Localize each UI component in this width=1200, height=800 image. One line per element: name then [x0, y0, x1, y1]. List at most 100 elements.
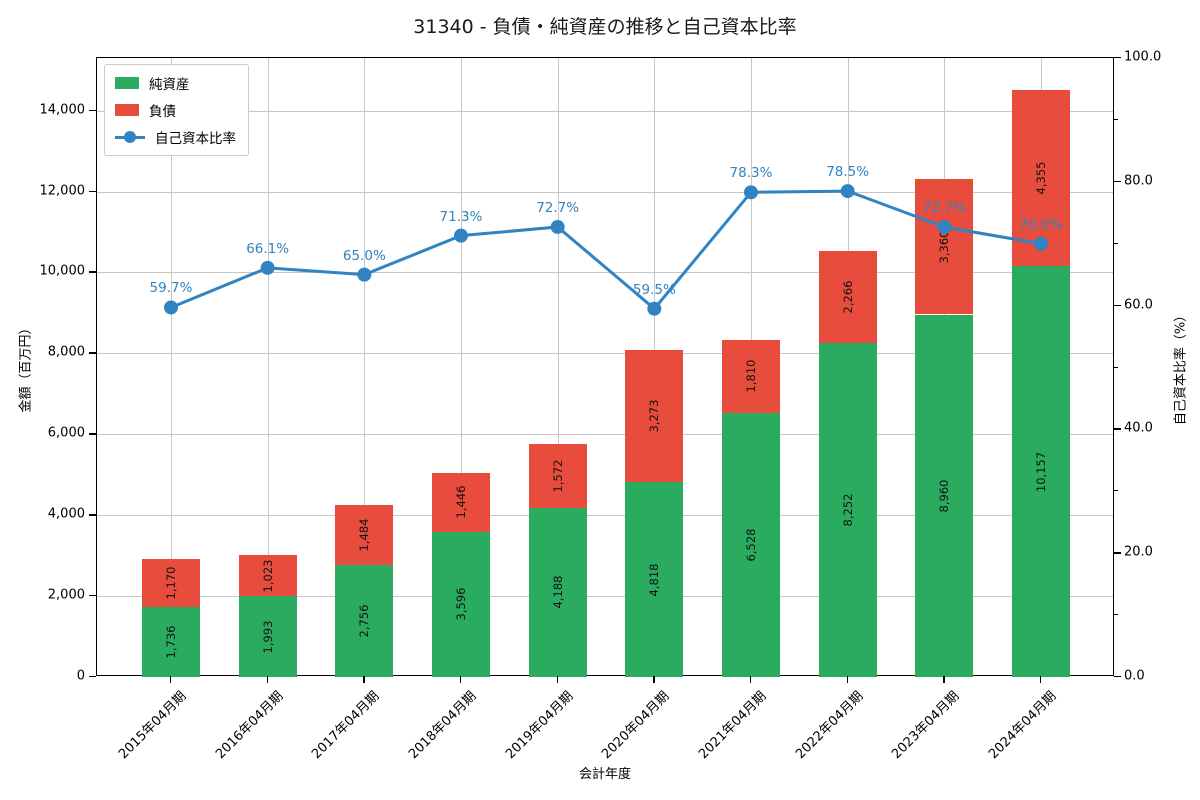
equity-ratio-marker	[454, 228, 468, 243]
equity-ratio-value-label: 65.0%	[342, 247, 386, 264]
plot-area: 1,736 1,170 1,993 1,023 2,756 1,484 3,596 1,446…	[96, 57, 1114, 677]
x-axis-label: 会計年度	[578, 767, 632, 782]
bar-segment-liabilities	[432, 473, 490, 532]
equity-ratio-line	[164, 184, 1048, 316]
h-gridline	[97, 191, 1113, 193]
equity-ratio-marker	[550, 219, 565, 234]
h-gridline	[97, 353, 1113, 355]
h-gridline	[97, 515, 1113, 517]
x-axis-tick-label: 2020年04月期	[599, 688, 673, 763]
x-axis-tick	[1040, 676, 1042, 683]
y-axis-label-right: 自己資本比率（%）	[1173, 308, 1189, 426]
y-axis-tick-right	[1114, 676, 1121, 678]
y-axis-tick-label-right: 80.0	[1124, 173, 1153, 189]
equity-ratio-marker	[164, 300, 178, 315]
x-axis-tick	[363, 676, 365, 683]
liabilities-swatch-icon	[115, 104, 139, 116]
x-axis-tick-label: 2019年04月期	[502, 688, 577, 763]
y-axis-tick-label-left: 2,000	[47, 587, 85, 603]
bar-segment-net-assets	[625, 482, 684, 677]
y-axis-tick-left	[89, 109, 96, 111]
y-axis-tick-right	[1114, 304, 1121, 306]
y-axis-tick-right	[1114, 180, 1121, 183]
bar-segment-liabilities	[722, 339, 780, 413]
bar-segment-net-assets	[238, 596, 297, 677]
x-axis-tick-label: 2018年04月期	[406, 688, 480, 763]
y-axis-minor-tick-right	[1114, 614, 1118, 616]
bar-segment-net-assets	[528, 507, 587, 677]
h-gridline	[97, 272, 1113, 274]
v-gridline	[171, 58, 172, 675]
legend-label-net-assets: 純資産	[149, 77, 190, 93]
y-axis-tick-label-right: 40.0	[1124, 420, 1153, 436]
x-axis-tick	[750, 676, 752, 683]
bar-segment-liabilities	[1012, 89, 1070, 267]
chart-title: 31340 - 負債・純資産の推移と自己資本比率	[413, 16, 797, 38]
bar-segment-net-assets	[335, 565, 394, 677]
legend-label-liabilities: 負債	[149, 104, 176, 120]
x-axis-tick	[943, 676, 945, 683]
equity-ratio-value-label: 71.3%	[439, 208, 483, 225]
equity-ratio-value-label: 78.5%	[826, 164, 870, 181]
x-axis-tick	[653, 676, 655, 683]
bar-segment-liabilities	[528, 443, 587, 508]
x-axis-tick	[266, 676, 269, 683]
x-axis-tick-label: 2017年04月期	[309, 688, 383, 763]
net-assets-swatch-icon	[115, 77, 139, 89]
legend-label-equity-ratio: 自己資本比率	[155, 131, 236, 147]
bar-segment-net-assets	[722, 412, 780, 677]
y-axis-tick-left	[89, 271, 96, 273]
y-axis-tick-label-left: 6,000	[47, 425, 85, 441]
equity-ratio-line-icon	[115, 131, 145, 143]
bar-segment-liabilities	[915, 178, 974, 315]
legend: 純資産 負債 自己資本比率	[104, 64, 249, 156]
bar-segment-liabilities	[335, 505, 394, 566]
y-axis-tick-label-right: 60.0	[1124, 297, 1153, 313]
h-gridline	[97, 596, 1113, 598]
y-axis-tick-label-right: 0.0	[1124, 668, 1145, 684]
y-axis-minor-tick-right	[1114, 490, 1118, 492]
bar-segment-net-assets	[142, 606, 200, 677]
x-axis-tick	[846, 676, 849, 683]
bar-segment-liabilities	[238, 554, 297, 597]
y-axis-tick-label-left: 0	[76, 668, 85, 684]
y-axis-tick-label-right: 100.0	[1124, 49, 1162, 65]
equity-ratio-marker	[937, 219, 952, 234]
y-axis-tick-label-left: 4,000	[47, 506, 85, 522]
v-gridline	[557, 58, 559, 675]
v-gridline	[461, 58, 462, 675]
y-axis-tick-label-left: 8,000	[47, 344, 85, 360]
equity-ratio-value-label: 72.7%	[536, 199, 580, 216]
x-axis-tick-label: 2024年04月期	[986, 688, 1060, 763]
y-axis-minor-tick-right	[1114, 242, 1118, 244]
y-axis-tick-label-left: 10,000	[39, 263, 86, 279]
y-axis-tick-label-left: 14,000	[39, 102, 86, 118]
bar-segment-liabilities	[142, 559, 200, 607]
x-axis-tick	[556, 676, 559, 683]
bar-segment-net-assets	[818, 343, 877, 677]
equity-ratio-marker	[1034, 236, 1048, 251]
legend-item-equity-ratio: 自己資本比率	[115, 127, 236, 147]
x-axis-tick-label: 2015年04月期	[116, 688, 190, 763]
y-axis-tick-left	[89, 352, 96, 354]
v-gridline	[267, 58, 269, 675]
bar-segment-liabilities	[818, 251, 877, 344]
x-axis-tick	[170, 676, 172, 683]
bar-segment-net-assets	[1012, 266, 1070, 677]
y-axis-tick-left	[89, 595, 96, 597]
equity-ratio-marker	[744, 185, 758, 200]
y-axis-minor-tick-right	[1114, 366, 1118, 368]
y-axis-minor-tick-right	[1114, 118, 1118, 121]
equity-ratio-value-label: 59.7%	[149, 280, 193, 297]
equity-ratio-marker	[357, 267, 372, 282]
x-axis-tick-label: 2016年04月期	[212, 688, 287, 763]
equity-ratio-path	[170, 189, 1042, 311]
y-axis-tick-right	[1114, 552, 1121, 554]
h-gridline	[97, 110, 1113, 112]
y-axis-tick-right	[1114, 428, 1121, 430]
x-axis-tick-label: 2023年04月期	[889, 688, 963, 763]
x-axis-tick	[460, 676, 462, 683]
y-axis-label-left: 金額（百万円）	[18, 321, 34, 413]
bar-segment-liabilities	[625, 349, 684, 483]
